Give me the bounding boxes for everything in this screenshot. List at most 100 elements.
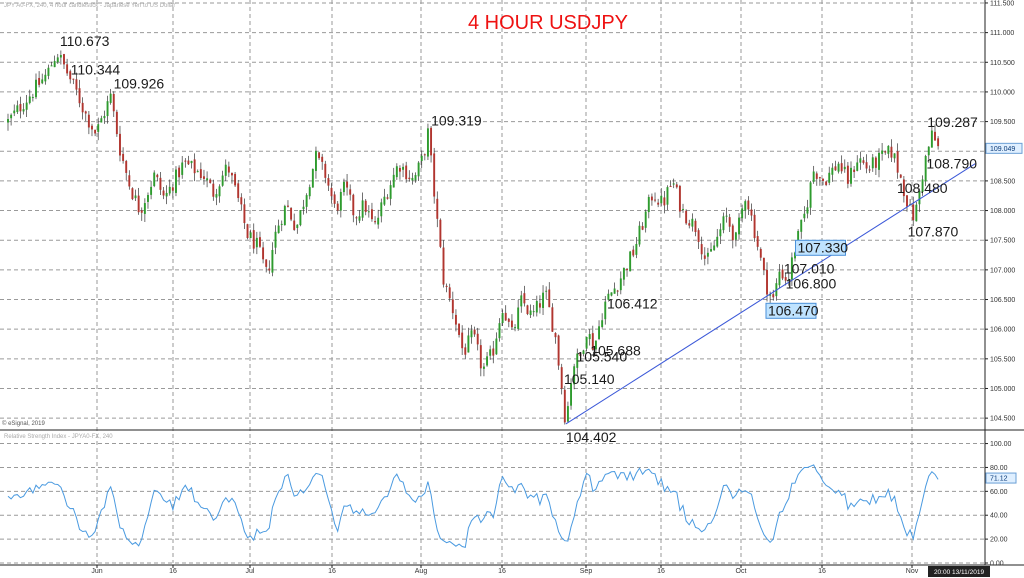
candle-body bbox=[430, 127, 433, 156]
candle-body bbox=[840, 163, 843, 172]
candle-body bbox=[19, 104, 22, 112]
price-tick-label: 105.000 bbox=[990, 386, 1015, 393]
candle-body bbox=[134, 195, 137, 199]
time-tick-label: 16 bbox=[498, 568, 506, 575]
candle-body bbox=[688, 223, 691, 226]
candle-body bbox=[352, 194, 355, 216]
time-tick-label: Jun bbox=[91, 568, 102, 575]
candle-body bbox=[482, 366, 485, 369]
candle-body bbox=[392, 174, 395, 188]
candle-body bbox=[175, 169, 177, 193]
candle-body bbox=[476, 333, 479, 345]
esignal-watermark: © eSignal, 2019 bbox=[2, 420, 45, 427]
price-annotation: 105.540 bbox=[577, 348, 628, 364]
candle-body bbox=[473, 329, 476, 335]
candle-body bbox=[159, 177, 162, 190]
candle-body bbox=[59, 55, 62, 58]
time-tick-label: 16 bbox=[169, 568, 177, 575]
candle-body bbox=[218, 186, 221, 197]
candle-body bbox=[622, 268, 625, 280]
candle-body bbox=[554, 332, 557, 338]
price-annotation: 105.688 bbox=[590, 343, 641, 359]
candle-body bbox=[790, 257, 793, 280]
candle-body bbox=[184, 160, 187, 162]
candle-body bbox=[470, 330, 473, 338]
candle-body bbox=[700, 244, 703, 255]
rsi-header-text: Relative Strength Index - JPYA0-FX, 240 bbox=[4, 434, 113, 440]
price-tick-label: 108.500 bbox=[990, 178, 1015, 185]
candle-body bbox=[448, 287, 451, 299]
candle-body bbox=[738, 217, 740, 235]
candle-body bbox=[545, 290, 548, 292]
candle-body bbox=[454, 314, 457, 325]
candle-body bbox=[706, 252, 709, 257]
candle-body bbox=[585, 336, 588, 349]
candle-body bbox=[140, 210, 143, 213]
candle-body bbox=[290, 207, 293, 220]
candle-body bbox=[747, 200, 750, 210]
candle-body bbox=[53, 61, 56, 68]
candle-body bbox=[321, 156, 324, 162]
candle-body bbox=[812, 171, 815, 182]
candle-body bbox=[439, 219, 442, 247]
candle-body bbox=[44, 74, 47, 82]
candle-body bbox=[442, 247, 445, 285]
candle-body bbox=[171, 187, 174, 191]
candle-body bbox=[97, 124, 100, 132]
candle-body bbox=[479, 345, 482, 369]
price-annotation: 109.319 bbox=[431, 112, 482, 128]
candle-body bbox=[486, 356, 489, 366]
candle-body bbox=[685, 210, 688, 224]
candle-body bbox=[694, 220, 697, 233]
candle-body bbox=[461, 332, 464, 349]
candle-body bbox=[255, 237, 258, 248]
candle-body bbox=[750, 209, 753, 216]
candle-body bbox=[930, 130, 933, 148]
candle-body bbox=[678, 185, 681, 212]
candle-body bbox=[305, 195, 308, 207]
candle-body bbox=[604, 301, 607, 320]
candle-body bbox=[579, 353, 582, 357]
candle-body bbox=[784, 277, 787, 281]
candle-body bbox=[871, 157, 874, 169]
price-tick-label: 104.500 bbox=[990, 416, 1015, 423]
candle-body bbox=[16, 105, 19, 113]
candle-body bbox=[843, 166, 846, 170]
candle-body bbox=[122, 153, 125, 161]
chart-title: 4 HOUR USDJPY bbox=[468, 12, 628, 34]
chart-grid bbox=[0, 0, 1024, 566]
candle-body bbox=[402, 166, 405, 170]
candle-body bbox=[517, 307, 520, 329]
rsi-current-label: 71.12 bbox=[990, 476, 1008, 483]
candle-body bbox=[224, 164, 227, 176]
candle-body bbox=[865, 162, 868, 169]
candle-body bbox=[504, 312, 507, 321]
candle-body bbox=[69, 71, 72, 80]
candle-body bbox=[467, 335, 470, 353]
candle-body bbox=[262, 247, 265, 260]
candle-body bbox=[358, 216, 361, 221]
rsi-line bbox=[7, 464, 939, 549]
rsi-tick-label: 100.00 bbox=[990, 441, 1012, 448]
candle-body bbox=[346, 181, 349, 188]
candle-body bbox=[206, 178, 209, 181]
candle-body bbox=[464, 347, 467, 355]
time-tick-label: Sep bbox=[580, 568, 593, 575]
candle-body bbox=[691, 218, 694, 227]
price-annotation: 110.673 bbox=[60, 33, 110, 49]
candle-body bbox=[557, 335, 560, 366]
candle-body bbox=[221, 175, 224, 186]
candle-body bbox=[672, 183, 675, 185]
candle-body bbox=[115, 111, 118, 135]
candle-body bbox=[806, 207, 809, 214]
price-tick-label: 106.500 bbox=[990, 297, 1015, 304]
candle-body bbox=[405, 165, 408, 180]
candle-body bbox=[874, 157, 877, 168]
candle-body bbox=[588, 334, 591, 340]
rsi-tick-label: 40.00 bbox=[990, 513, 1008, 520]
candle-body bbox=[846, 165, 849, 184]
candle-body bbox=[719, 229, 722, 237]
time-tick-label: 16 bbox=[818, 568, 826, 575]
candle-body bbox=[84, 111, 87, 114]
candle-body bbox=[884, 151, 887, 153]
